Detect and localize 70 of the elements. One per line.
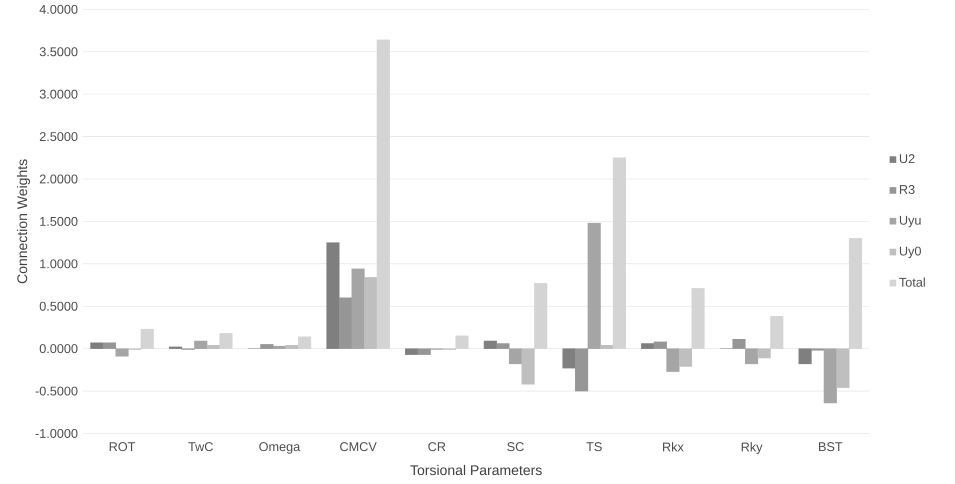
bar: [285, 344, 299, 349]
bar: [798, 348, 812, 364]
bar: [102, 342, 116, 349]
bar: [260, 344, 274, 349]
bar: [562, 348, 576, 368]
y-tick-label: 1.5000: [40, 216, 78, 226]
bar: [364, 277, 378, 349]
bar: [508, 348, 522, 364]
y-tick-label: 3.5000: [40, 47, 78, 56]
bar: [338, 297, 352, 349]
bar: [219, 333, 232, 349]
x-tick-label: TwC: [188, 442, 213, 452]
bar: [140, 328, 154, 349]
bar: [496, 343, 510, 349]
bar: [376, 40, 390, 349]
x-tick-label: Omega: [259, 442, 300, 454]
bar: [588, 222, 601, 349]
bar: [534, 282, 548, 349]
x-tick-label: CMCV: [340, 442, 377, 452]
legend-label: Uy0: [900, 246, 921, 258]
bar: [352, 268, 365, 349]
bar: [405, 348, 418, 355]
x-tick-label: Rky: [742, 442, 762, 454]
y-tick-label: 4.0000: [40, 4, 78, 14]
y-tick-label: 0.0000: [40, 344, 78, 354]
bar: [836, 348, 850, 388]
y-tick-label: 0.5000: [40, 302, 78, 311]
legend-label: Uyu: [900, 216, 921, 228]
x-tick-label: TS: [586, 442, 602, 452]
bar: [600, 344, 614, 349]
bar: [678, 348, 692, 367]
bar: [115, 348, 129, 356]
bar: [575, 348, 588, 392]
legend-label: R3: [900, 184, 915, 194]
legend-label: Total: [899, 277, 925, 287]
y-tick-label: -0.5000: [36, 386, 78, 396]
bar: [484, 340, 497, 349]
bar: [326, 242, 340, 349]
bar: [770, 316, 784, 349]
bar: [90, 342, 104, 349]
bar: [848, 238, 862, 349]
bar: [654, 342, 667, 349]
bar: [732, 338, 746, 349]
y-axis-title: Connection Weights: [16, 159, 30, 284]
bar: [418, 348, 431, 355]
y-tick-label: 2.0000: [40, 174, 78, 184]
y-tick-label: -1.0000: [36, 428, 78, 438]
bar: [206, 344, 220, 349]
bar: [824, 348, 837, 404]
x-tick-label: ROT: [110, 442, 136, 452]
y-tick-label: 2.5000: [40, 132, 78, 141]
bar: [194, 340, 208, 349]
x-tick-label: SC: [507, 442, 524, 452]
bar: [612, 157, 626, 349]
y-tick-label: 3.0000: [40, 90, 78, 99]
bar: [745, 348, 758, 364]
bar: [758, 348, 771, 358]
bar: [522, 348, 535, 384]
bar: [641, 343, 654, 349]
bar: [455, 336, 469, 349]
x-axis-title: Torsional Parameters: [410, 464, 542, 476]
bar: [272, 346, 286, 349]
x-tick-label: CR: [428, 442, 446, 452]
x-tick-label: BST: [819, 442, 842, 452]
legend-label: U2: [900, 154, 914, 164]
y-tick-label: 1.0000: [40, 259, 78, 268]
bar: [298, 336, 312, 349]
x-tick-label: Rkx: [663, 442, 684, 452]
bar: [692, 288, 705, 349]
bar: [666, 348, 680, 372]
